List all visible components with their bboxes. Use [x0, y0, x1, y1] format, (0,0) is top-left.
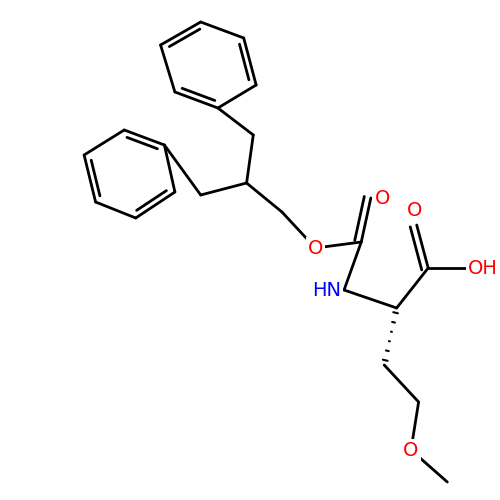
- Text: OH: OH: [468, 258, 498, 278]
- Text: O: O: [404, 440, 418, 460]
- Text: O: O: [407, 201, 422, 220]
- Text: HN: HN: [312, 280, 341, 299]
- Text: O: O: [308, 238, 323, 258]
- Text: O: O: [374, 188, 390, 208]
